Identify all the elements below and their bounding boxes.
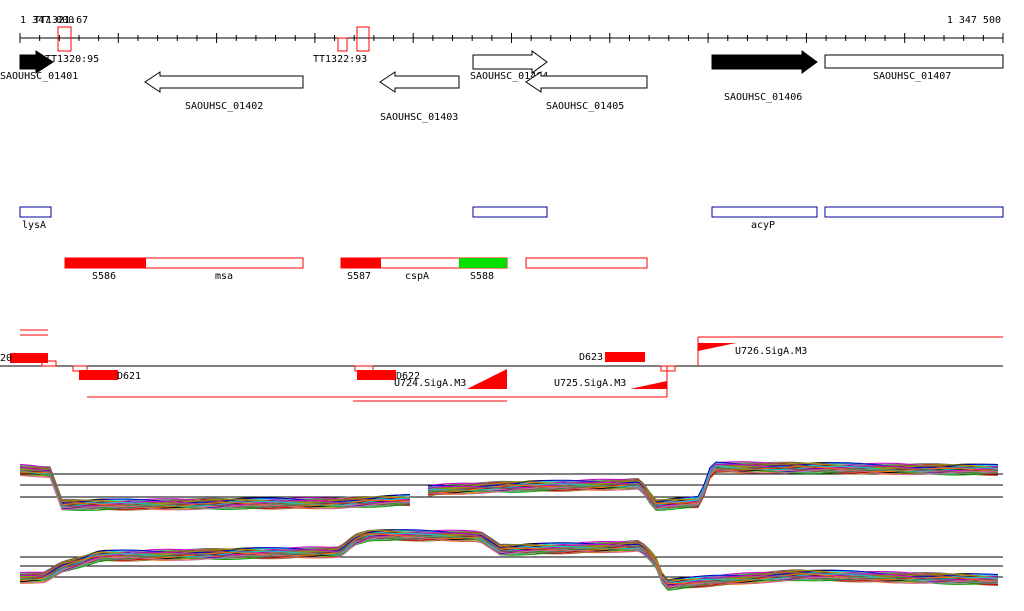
transcript-box[interactable]	[356, 26, 370, 52]
gene-label-01403: SAOUHSC_01403	[380, 112, 458, 123]
gene-arrow-01403[interactable]	[379, 71, 460, 93]
gene-arrow-01406[interactable]	[711, 50, 818, 74]
expression-series	[19, 535, 999, 588]
promoter-U724[interactable]	[467, 369, 507, 389]
expression-series	[19, 535, 999, 590]
expression-series	[19, 535, 999, 589]
gene-arrow-01405[interactable]	[525, 71, 648, 93]
segment-label-S588: S588	[470, 271, 494, 282]
gene-box-01407[interactable]	[824, 54, 1004, 69]
promoter-U725[interactable]	[630, 381, 667, 389]
gene-label-01402: SAOUHSC_01402	[185, 101, 263, 112]
feature-label-20: 20	[0, 353, 12, 364]
segment-outline[interactable]	[525, 257, 648, 269]
feature-label-U725: U725.SigA.M3	[554, 378, 626, 389]
gene-name-label-lysA: lysA	[22, 220, 46, 231]
expression-series	[19, 533, 999, 585]
gene-name-box[interactable]	[824, 206, 1004, 218]
expression-series	[19, 536, 999, 588]
gene-arrow-01402[interactable]	[144, 71, 304, 93]
feature-block-D623[interactable]	[605, 352, 645, 362]
feature-label-D623: D623	[579, 352, 603, 363]
ruler-start-label: 1 347 000	[20, 15, 74, 26]
segment-track: S586 msa S587 cspA S588	[64, 257, 648, 282]
segment-S587[interactable]	[341, 258, 381, 268]
gene-label-01401: SAOUHSC_01401	[0, 71, 78, 82]
gene-name-box-acyP[interactable]	[711, 206, 818, 218]
gene-label-01406: SAOUHSC_01406	[724, 92, 802, 103]
feature-track: 20 D621 D622 U724.SigA.M3 U725.SigA.M3 D…	[0, 329, 1003, 402]
gene-label-01407: SAOUHSC_01407	[873, 71, 951, 82]
expression-track-2[interactable]	[19, 529, 1003, 591]
overlap-label-tt1321: TT1321:67	[34, 15, 88, 26]
feature-label-U724: U724.SigA.M3	[394, 378, 466, 389]
segment-label-S586: S586	[92, 271, 116, 282]
expression-track-1[interactable]	[19, 461, 1003, 511]
ruler-end-label: 1 347 500	[947, 15, 1001, 26]
promoter-U726[interactable]	[698, 343, 736, 351]
segment-label-cspA: cspA	[405, 271, 429, 282]
coordinate-ruler: 1 347 000 1 347 500	[19, 15, 1004, 43]
feature-label-D621: D621	[117, 371, 141, 382]
gene-name-track: lysA acyP	[19, 206, 1004, 231]
transcript-box[interactable]	[337, 37, 348, 52]
feature-block-D621[interactable]	[79, 370, 118, 380]
ruler-ticks	[19, 33, 1004, 43]
feature-label-U726: U726.SigA.M3	[735, 346, 807, 357]
overlap-label-tt1322: TT1322:93	[313, 54, 367, 65]
expression-series	[19, 469, 999, 511]
feature-label-D622: D622	[396, 371, 420, 382]
gene-name-box[interactable]	[472, 206, 548, 218]
transcript-box[interactable]	[57, 26, 72, 52]
gene-name-box-lysA[interactable]	[19, 206, 52, 218]
gene-track: SAOUHSC_01401 SAOUHSC_01402 SAOUHSC_0140…	[0, 50, 1004, 123]
gene-arrow-01401[interactable]	[19, 50, 54, 74]
feature-tick	[41, 360, 57, 367]
feature-block-20[interactable]	[10, 353, 48, 363]
overlap-label-tt1320: TT1320:95	[45, 54, 99, 65]
segment-label-msa: msa	[215, 271, 233, 282]
gene-label-01404: SAOUHSC_01404	[470, 71, 548, 82]
segment-S588[interactable]	[459, 258, 507, 268]
gene-name-label-acyP: acyP	[751, 220, 775, 231]
feature-block-D622[interactable]	[357, 370, 396, 380]
gene-label-01405: SAOUHSC_01405	[546, 101, 624, 112]
feature-tick	[660, 365, 676, 372]
segment-label-S587: S587	[347, 271, 371, 282]
segment-S586[interactable]	[65, 258, 146, 268]
gene-arrow-01404[interactable]	[472, 50, 548, 74]
